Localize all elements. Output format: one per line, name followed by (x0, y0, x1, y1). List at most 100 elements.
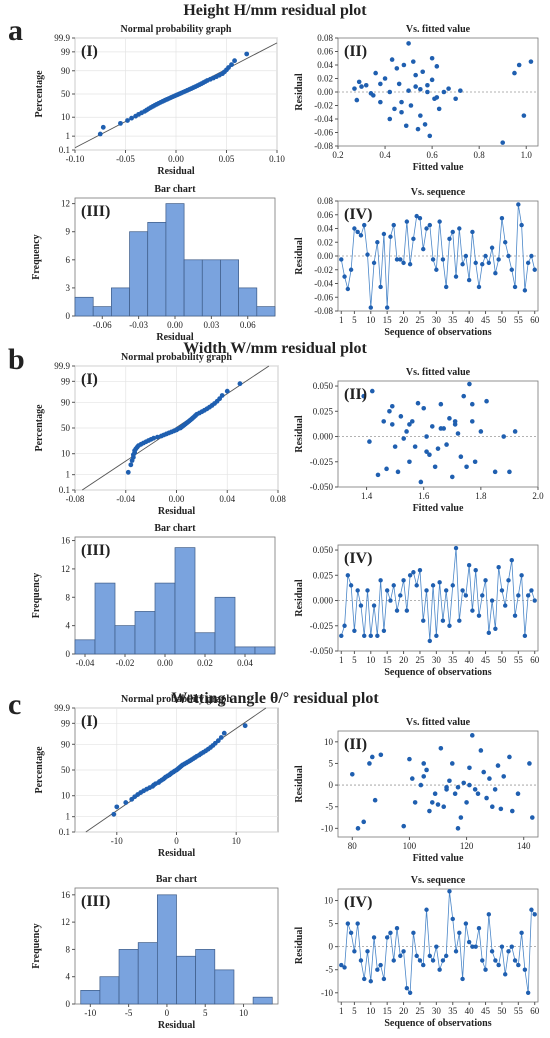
y-tick-label: 0 (329, 942, 334, 952)
data-point (409, 419, 415, 424)
histogram-bar (114, 625, 136, 655)
data-point (432, 791, 438, 797)
chart-b-I: 0.1 1 10 50 90 99 99.9 -0.08 -0.04 0.00 0.04 0.08 No… (34, 352, 286, 517)
data-point (464, 464, 469, 470)
y-tick-label: 0 (329, 780, 334, 790)
y-axis-label: Percentage (34, 404, 45, 452)
y-tick-label: 0.08 (317, 33, 333, 43)
data-point (129, 115, 134, 121)
data-point (417, 568, 423, 573)
data-point (525, 593, 531, 598)
data-point (407, 459, 412, 465)
x-tick-label: 0.03 (203, 320, 219, 330)
data-point (475, 791, 481, 797)
data-point (219, 393, 225, 398)
y-axis-label: Frequency (31, 234, 42, 279)
panel-title-c: Wetting angle θ/° residual plot (171, 690, 379, 707)
x-tick-label: 1.4 (361, 491, 373, 501)
x-tick-label: 40 (465, 655, 475, 665)
data-point (342, 274, 347, 279)
y-tick-label: -0.08 (314, 141, 333, 151)
data-point (467, 765, 472, 771)
data-point (458, 815, 464, 820)
x-tick-label: 1 (339, 1006, 344, 1016)
data-point (444, 784, 449, 790)
x-tick-label: -10 (84, 1008, 96, 1018)
x-tick-label: 15 (383, 315, 393, 325)
y-tick-label: 0.06 (317, 47, 333, 57)
data-point (503, 603, 508, 608)
data-point (401, 949, 406, 954)
chart-c-I: 0.1 1 10 50 90 99 99.9 -10 0 10 Normal probability… (34, 694, 279, 859)
x-axis-label: Residual (158, 506, 195, 517)
chart-b-II: -0.050 -0.025 0.000 0.025 0.050 1.4 1.6 1.8 2.0 V… (294, 367, 544, 514)
data-point (493, 958, 498, 963)
data-point (413, 84, 418, 89)
data-point (345, 286, 351, 292)
x-tick-label: 25 (415, 1006, 425, 1016)
y-tick-label: 0.025 (313, 570, 334, 580)
subplot-tag: (II) (344, 43, 367, 60)
data-point (358, 958, 364, 963)
data-point (501, 774, 507, 779)
x-tick-label: 20 (399, 315, 409, 325)
data-point (244, 51, 250, 57)
data-point (506, 253, 511, 259)
y-axis-label: Frequency (31, 573, 42, 618)
data-point (492, 787, 498, 792)
data-point (391, 583, 396, 588)
data-point (407, 573, 413, 578)
data-point (427, 222, 433, 228)
x-tick-label: 1.8 (475, 491, 487, 501)
data-point (398, 593, 403, 598)
y-tick-label: -0.08 (314, 306, 333, 316)
data-point (371, 603, 377, 608)
data-point (460, 588, 465, 593)
subplot-tag: (III) (81, 893, 110, 910)
data-point (355, 921, 360, 926)
data-point (352, 86, 357, 91)
data-point (349, 771, 355, 777)
data-point (525, 260, 531, 266)
x-axis-label: Residual (157, 166, 194, 177)
data-point (437, 967, 442, 972)
x-tick-label: 0.05 (219, 154, 235, 164)
y-tick-label: 0.025 (313, 406, 334, 416)
data-point (483, 967, 488, 972)
data-point (487, 776, 492, 781)
data-point (521, 113, 527, 118)
data-point (407, 990, 413, 995)
chart-a-III: 0 3 6 9 12 -0.06 -0.03 0.00 0.03 0.06 Bar chart Res… (31, 184, 276, 343)
data-point (232, 58, 237, 64)
chart-a-II: -0.08 -0.06 -0.04 -0.02 0.00 0.02 0.04 0.06 0.08… (294, 24, 539, 173)
data-point (463, 921, 469, 926)
data-point (221, 730, 227, 736)
y-axis-label: Residual (294, 927, 305, 964)
data-point (381, 419, 387, 424)
data-point (409, 776, 415, 781)
data-point (358, 603, 364, 608)
y-tick-label: -0.025 (310, 457, 334, 467)
data-point (512, 284, 518, 290)
data-point (532, 912, 537, 917)
y-tick-label: 0.00 (317, 87, 333, 97)
x-axis-label: Fitted value (413, 503, 464, 514)
x-tick-label: 55 (514, 315, 524, 325)
data-point (237, 381, 243, 387)
y-tick-label: 0.1 (59, 145, 70, 155)
data-point (461, 393, 467, 399)
data-point (417, 215, 423, 221)
data-point (493, 270, 498, 276)
chart-title: Bar chart (154, 184, 196, 195)
data-point (352, 628, 357, 634)
data-point (418, 479, 424, 485)
data-point (489, 949, 495, 954)
data-point (367, 761, 372, 766)
x-tick-label: 55 (514, 655, 524, 665)
data-point (435, 446, 441, 451)
x-tick-label: 100 (403, 841, 417, 851)
data-point (447, 623, 452, 628)
data-point (348, 583, 354, 588)
data-point (395, 469, 401, 475)
